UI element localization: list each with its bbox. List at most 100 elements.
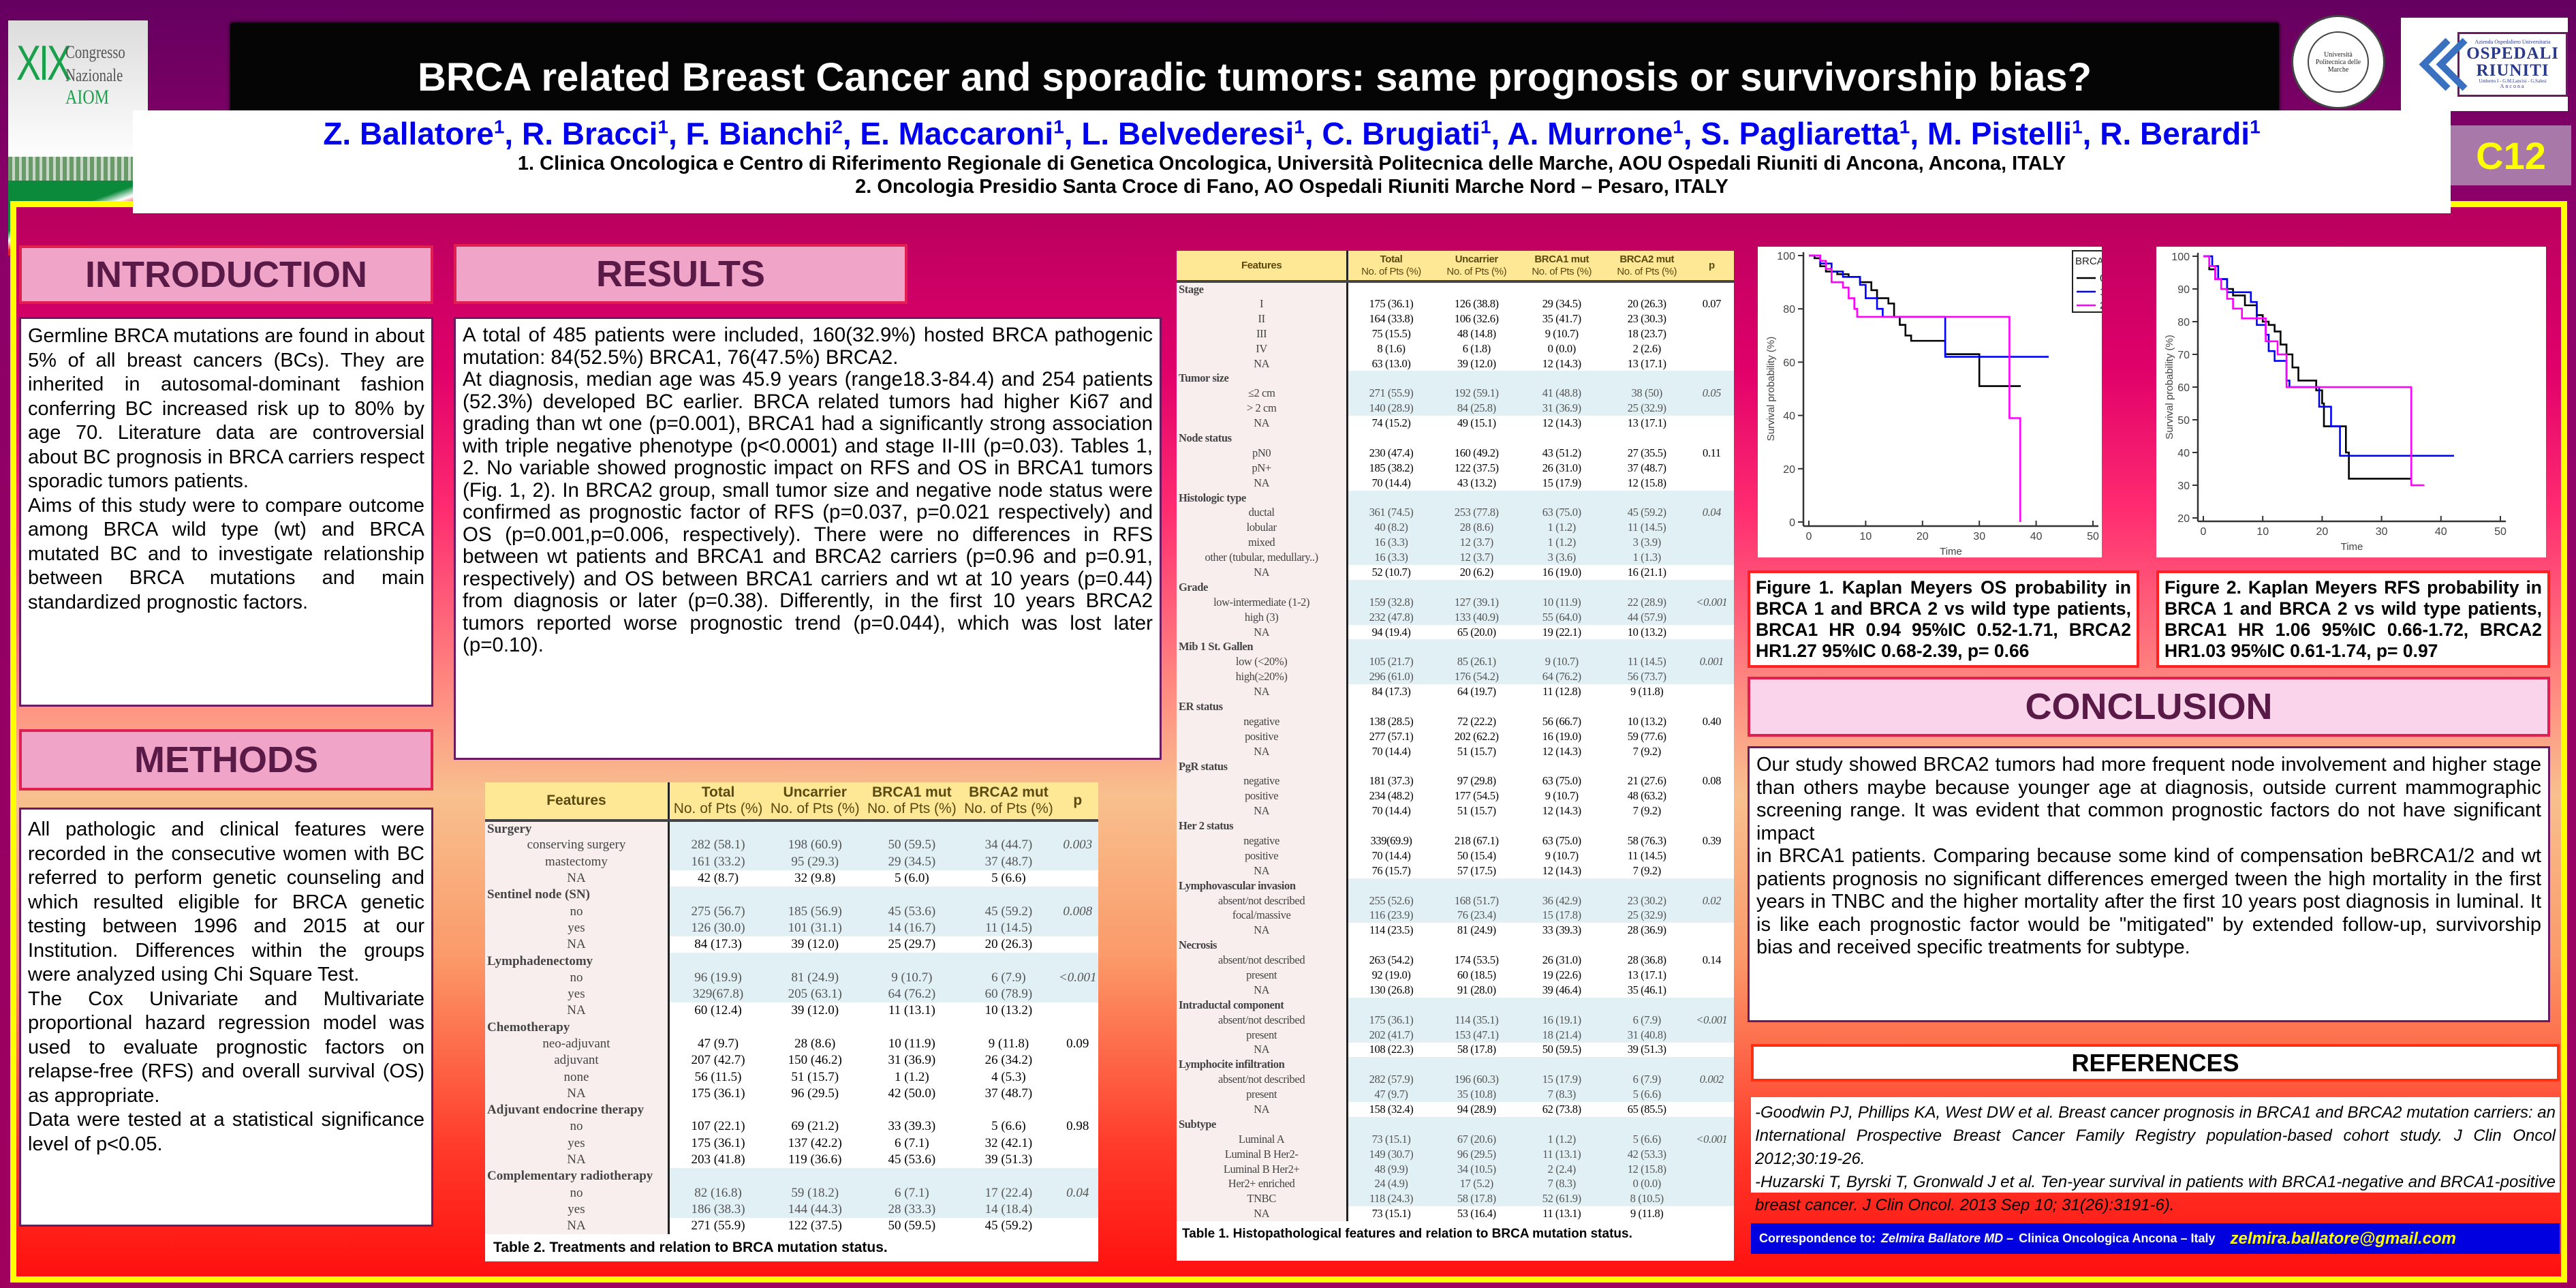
table-row: positive 70 (14.4) 50 (15.4) 9 (10.7) 11 (14…: [1177, 848, 1734, 863]
cell-value: 168 (51.7): [1433, 893, 1519, 908]
table-group-row: Chemotherapy: [485, 1019, 1098, 1036]
cell-value: 64 (19.7): [1457, 685, 1496, 699]
cell-value: 177 (54.5): [1454, 789, 1499, 803]
column-header: Uncarrier No. of Pts (%): [1433, 251, 1519, 283]
contact-email-link[interactable]: zelmira.ballatore@gmail.com: [2230, 1229, 2457, 1248]
cell-value: 0 (0.0): [1547, 341, 1577, 355]
cell-value: 150 (46.2): [788, 1053, 842, 1068]
table-row: positive 234 (48.2) 177 (54.5) 9 (10.7) 48 (…: [1177, 788, 1734, 804]
cell-value: 7 (8.3): [1519, 1176, 1604, 1192]
p-value: [1690, 356, 1734, 371]
cell-value: 3 (3.9): [1604, 535, 1690, 551]
table-row: NA 63 (13.0) 39 (12.0) 12 (14.3) 13 (17.1): [1177, 356, 1734, 371]
cell-value: 6 (7.9): [1604, 1072, 1690, 1088]
cell-value: 65 (20.0): [1457, 625, 1496, 639]
cell-value: 12 (14.3): [1542, 744, 1581, 758]
row-label: NA: [1177, 803, 1349, 819]
cell-value: 33 (39.3): [1542, 923, 1581, 937]
group-label: Subtype: [1177, 1116, 1349, 1132]
cell-value: 56 (66.7): [1542, 714, 1581, 728]
table-row: present 202 (41.7) 153 (47.1) 18 (21.4) 31 (…: [1177, 1027, 1734, 1043]
p-value: 0.02: [1689, 893, 1734, 908]
table-group-row: Necrosis: [1177, 938, 1734, 953]
row-label: present: [1177, 1087, 1349, 1103]
cell-value: 15 (17.9): [1542, 476, 1581, 489]
p-value: [1689, 535, 1734, 551]
cell-value: 52 (61.9): [1519, 1191, 1604, 1207]
column-header: p: [1689, 251, 1734, 283]
row-label: NA: [1177, 1042, 1349, 1058]
cell-value: 10 (13.2): [984, 1003, 1033, 1018]
cell-value: 0 (0.0): [1604, 1176, 1690, 1192]
row-label: NA: [1177, 684, 1349, 700]
cell-value: 108 (22.3): [1369, 1043, 1414, 1056]
cell-value: 16 (19.0): [1542, 729, 1581, 743]
cell-value: 137 (42.2): [788, 1135, 842, 1150]
km-curve-brca-0: [1809, 254, 2021, 387]
author: L. Belvederesi: [1081, 116, 1294, 151]
cell-value: 44 (57.9): [1604, 609, 1690, 625]
p-value: [1690, 1206, 1734, 1221]
cell-value: 19 (22.6): [1542, 968, 1581, 982]
row-label: negative: [1177, 714, 1349, 729]
y-tick-label: 40: [2177, 448, 2190, 459]
p-value: [1057, 936, 1099, 953]
group-label: Node status: [1177, 431, 1349, 446]
table-row: yes 329(67.8) 205 (63.1) 64 (76.2) 60 (78.9): [485, 985, 1098, 1003]
row-label: Her2+ enriched: [1177, 1176, 1349, 1192]
references-list: -Goodwin PJ, Phillips KA, West DW et al.…: [1751, 1097, 2560, 1214]
table-group-row: Node status: [1177, 431, 1734, 446]
table-row: negative 138 (28.5) 72 (22.2) 56 (66.7) 10 (…: [1177, 714, 1734, 729]
group-label: Mib 1 St. Gallen: [1177, 639, 1349, 655]
cell-value: 9 (10.7): [1519, 654, 1604, 670]
cell-value: 97 (29.8): [1457, 774, 1496, 788]
table-row: high(≥20%) 296 (61.0) 176 (54.2) 64 (76.2) 5…: [1177, 669, 1734, 685]
table-group-row: Complementary radiotherapy: [485, 1168, 1098, 1185]
author-affiliation-mark: 1: [1053, 116, 1064, 138]
cell-value: 10 (11.9): [1519, 594, 1604, 610]
group-label: Surgery: [485, 821, 670, 838]
column-header: Total No. of Pts (%): [668, 782, 767, 822]
poster-code-badge: C12: [2451, 125, 2571, 185]
cell-value: 20 (26.3): [984, 937, 1033, 952]
x-tick-label: 30: [1973, 531, 1985, 542]
table-row: IV 8 (1.6) 6 (1.8) 0 (0.0) 2 (2.6): [1177, 341, 1734, 356]
cell-value: 70 (14.4): [1371, 848, 1411, 862]
group-label: Her 2 status: [1177, 818, 1349, 834]
table-row: adjuvant 207 (42.7) 150 (46.2) 31 (36.9) 26 …: [485, 1052, 1098, 1069]
row-label: no: [485, 969, 670, 986]
table-row: no 96 (19.9) 81 (24.9) 9 (10.7) 6 (7.9) <0.00…: [485, 969, 1098, 986]
y-tick-label: 40: [1783, 411, 1795, 423]
group-label: Sentinel node (SN): [485, 887, 670, 904]
cell-value: 12 (15.8): [1604, 1161, 1690, 1177]
cell-value: 70 (14.4): [1371, 744, 1411, 758]
cell-value: 40 (8.2): [1347, 520, 1434, 536]
cell-value: 94 (19.4): [1371, 625, 1411, 639]
p-value: [1689, 1191, 1734, 1207]
cell-value: 52 (10.7): [1371, 565, 1411, 579]
x-tick-label: 40: [2435, 526, 2447, 538]
cell-value: 51 (15.7): [791, 1069, 839, 1084]
cell-value: 60 (12.4): [694, 1003, 742, 1018]
cell-value: 202 (41.7): [1347, 1027, 1434, 1043]
cell-value: 263 (54.2): [1369, 953, 1414, 967]
row-label: NA: [1177, 982, 1349, 998]
cell-value: 28 (8.6): [794, 1037, 836, 1051]
cell-value: 69 (21.2): [791, 1119, 839, 1134]
row-label: NA: [1177, 743, 1349, 759]
group-label: Histologic type: [1177, 490, 1349, 506]
cell-value: 91 (28.0): [1457, 983, 1496, 996]
y-tick-label: 100: [2171, 251, 2190, 263]
cell-value: 39 (51.3): [1627, 1043, 1666, 1056]
cell-value: 51 (15.7): [1457, 804, 1496, 818]
row-label: NA: [1177, 475, 1349, 491]
cell-value: 47 (9.7): [1347, 1087, 1434, 1103]
cell-value: 42 (8.7): [697, 871, 739, 886]
row-label: IV: [1177, 341, 1349, 356]
p-value: [1690, 744, 1734, 759]
row-label: no: [485, 1184, 670, 1201]
row-label: NA: [485, 1151, 670, 1169]
cell-value: 70 (14.4): [1371, 804, 1411, 818]
cell-value: 28 (36.8): [1627, 953, 1666, 967]
cell-value: 339(69.9): [1370, 834, 1412, 847]
